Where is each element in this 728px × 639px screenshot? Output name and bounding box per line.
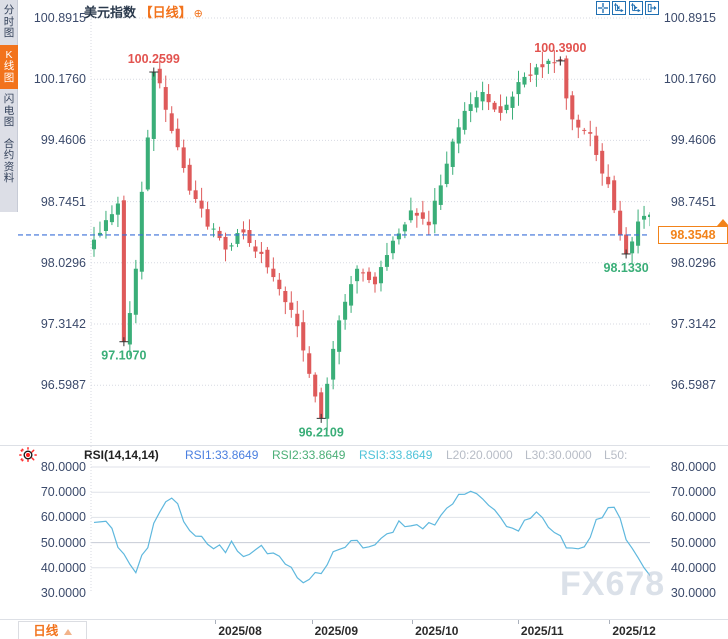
- svg-text:96.2109: 96.2109: [299, 425, 344, 439]
- svg-text:100.2599: 100.2599: [128, 52, 180, 66]
- svg-text:100.3900: 100.3900: [534, 41, 586, 55]
- svg-text:97.1070: 97.1070: [101, 349, 146, 363]
- svg-text:98.1330: 98.1330: [604, 261, 649, 275]
